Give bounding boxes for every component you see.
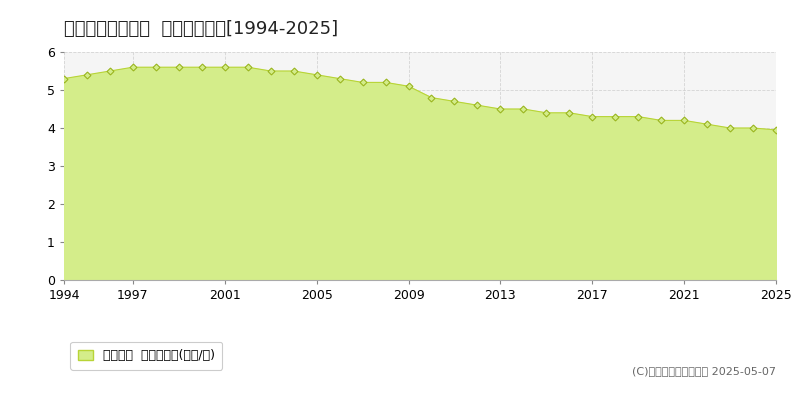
Legend: 公示地価  平均坪単価(万円/坪): 公示地価 平均坪単価(万円/坪) bbox=[70, 342, 222, 370]
Text: 黒川郡大郷町粕川  公示地価推移[1994-2025]: 黒川郡大郷町粕川 公示地価推移[1994-2025] bbox=[64, 20, 338, 38]
Text: (C)土地価格ドットコム 2025-05-07: (C)土地価格ドットコム 2025-05-07 bbox=[632, 366, 776, 376]
